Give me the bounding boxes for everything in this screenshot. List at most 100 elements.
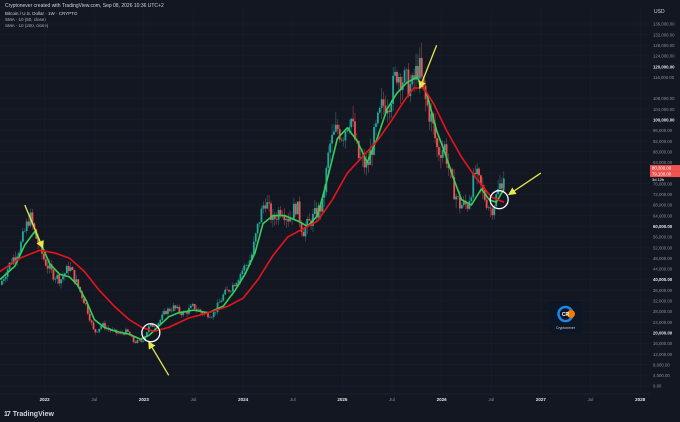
time-tick-label: Jul bbox=[91, 397, 97, 402]
price-tick-label: 32,000.00 bbox=[653, 299, 673, 304]
candle bbox=[327, 152, 330, 168]
candle bbox=[65, 266, 68, 274]
price-tick-label: 28,000.00 bbox=[653, 309, 673, 314]
tradingview-brand[interactable]: 17 TradingView bbox=[4, 409, 54, 419]
candle bbox=[48, 264, 51, 269]
price-tick-label: 88,000.00 bbox=[653, 149, 673, 154]
price-tick-label: 64,000.00 bbox=[653, 213, 673, 218]
sma-lines bbox=[0, 76, 505, 341]
candle bbox=[189, 305, 192, 309]
candle bbox=[357, 140, 360, 159]
candle bbox=[241, 270, 244, 275]
candle bbox=[392, 75, 395, 104]
logo-text: Cryptonever bbox=[556, 326, 576, 330]
candle bbox=[25, 221, 28, 231]
price-tick-label: 96,000.00 bbox=[653, 128, 673, 133]
candle bbox=[275, 219, 278, 220]
price-tick-label: 8,000.00 bbox=[653, 362, 670, 367]
candle bbox=[27, 221, 30, 226]
candle bbox=[434, 123, 437, 139]
attribution-text: Cryptonever created with TradingView.com… bbox=[5, 3, 164, 9]
candle bbox=[209, 317, 211, 318]
candle bbox=[157, 323, 160, 327]
candle bbox=[485, 199, 488, 208]
candle bbox=[313, 208, 316, 214]
candle bbox=[174, 305, 177, 309]
cryptonever-logo: CR Cryptonever bbox=[549, 301, 582, 333]
candle bbox=[132, 336, 135, 342]
candle bbox=[397, 76, 400, 83]
candle bbox=[304, 227, 307, 237]
time-tick-label: 2027 bbox=[536, 397, 547, 402]
candle bbox=[1, 280, 3, 285]
candle bbox=[264, 205, 267, 209]
annotation-circle bbox=[489, 190, 509, 210]
candle bbox=[230, 291, 232, 292]
candle bbox=[369, 150, 372, 165]
candle bbox=[415, 65, 417, 80]
candle bbox=[474, 172, 477, 175]
candle bbox=[96, 331, 99, 333]
candle bbox=[340, 139, 343, 141]
time-tick-label: 2028 bbox=[635, 397, 646, 402]
candle bbox=[342, 140, 345, 141]
candle bbox=[495, 194, 498, 207]
candle bbox=[296, 201, 299, 215]
tradingview-logo-icon: 17 bbox=[4, 410, 11, 418]
candle bbox=[333, 131, 335, 135]
candle bbox=[394, 71, 396, 76]
candle bbox=[294, 203, 297, 215]
price-tick-label: 60,000.00 bbox=[653, 224, 673, 229]
symbol-legend[interactable]: Bitcoin / U.S. Dollar · 1W · CRYPTO bbox=[5, 11, 78, 16]
annotation-arrow bbox=[24, 204, 44, 249]
price-badge-countdown: 3d 12h bbox=[652, 177, 664, 182]
candle bbox=[417, 65, 419, 79]
candle bbox=[462, 200, 465, 206]
candle bbox=[466, 204, 469, 209]
candle bbox=[12, 257, 15, 265]
candle bbox=[439, 155, 442, 158]
candle bbox=[195, 308, 198, 310]
price-tick-label: 128,000.00 bbox=[653, 43, 675, 48]
candle bbox=[231, 284, 234, 292]
candle bbox=[321, 197, 324, 212]
sma-200-legend[interactable]: SMA · 10 (200, close) bbox=[5, 23, 49, 28]
candle bbox=[60, 279, 62, 284]
candle bbox=[243, 265, 246, 271]
candle bbox=[178, 306, 181, 313]
price-tick-label: 104,000.00 bbox=[653, 107, 675, 112]
candle bbox=[459, 196, 461, 209]
price-tick-label: 124,000.00 bbox=[653, 54, 675, 59]
candle bbox=[102, 323, 104, 327]
candle bbox=[180, 312, 183, 316]
candle bbox=[460, 205, 463, 209]
price-axis: USD 136,000.00 132,000.00 128,000.00 124,000… bbox=[650, 0, 680, 395]
candle bbox=[224, 289, 227, 295]
candle bbox=[172, 305, 175, 311]
candle bbox=[123, 333, 125, 335]
candle bbox=[56, 275, 59, 279]
candle bbox=[272, 214, 274, 221]
price-tick-label: 4,000.00 bbox=[653, 373, 670, 378]
candle bbox=[256, 223, 259, 234]
candle bbox=[226, 289, 228, 291]
price-tick-label: 24,000.00 bbox=[653, 320, 673, 325]
candle bbox=[214, 312, 217, 313]
candle bbox=[455, 196, 458, 200]
sma-50-legend[interactable]: SMA · 10 (50, close) bbox=[5, 17, 46, 22]
annotation-arrow bbox=[148, 340, 170, 376]
candle bbox=[270, 203, 272, 221]
candle bbox=[436, 138, 438, 148]
candle bbox=[354, 121, 356, 140]
annotation-arrow bbox=[508, 172, 542, 196]
candle bbox=[367, 161, 370, 165]
candle bbox=[113, 329, 116, 331]
candle bbox=[54, 278, 57, 280]
candle bbox=[88, 313, 91, 321]
candle bbox=[2, 279, 5, 281]
candle bbox=[502, 178, 505, 189]
candle bbox=[98, 328, 101, 332]
candle bbox=[399, 76, 402, 91]
candle bbox=[149, 324, 152, 327]
